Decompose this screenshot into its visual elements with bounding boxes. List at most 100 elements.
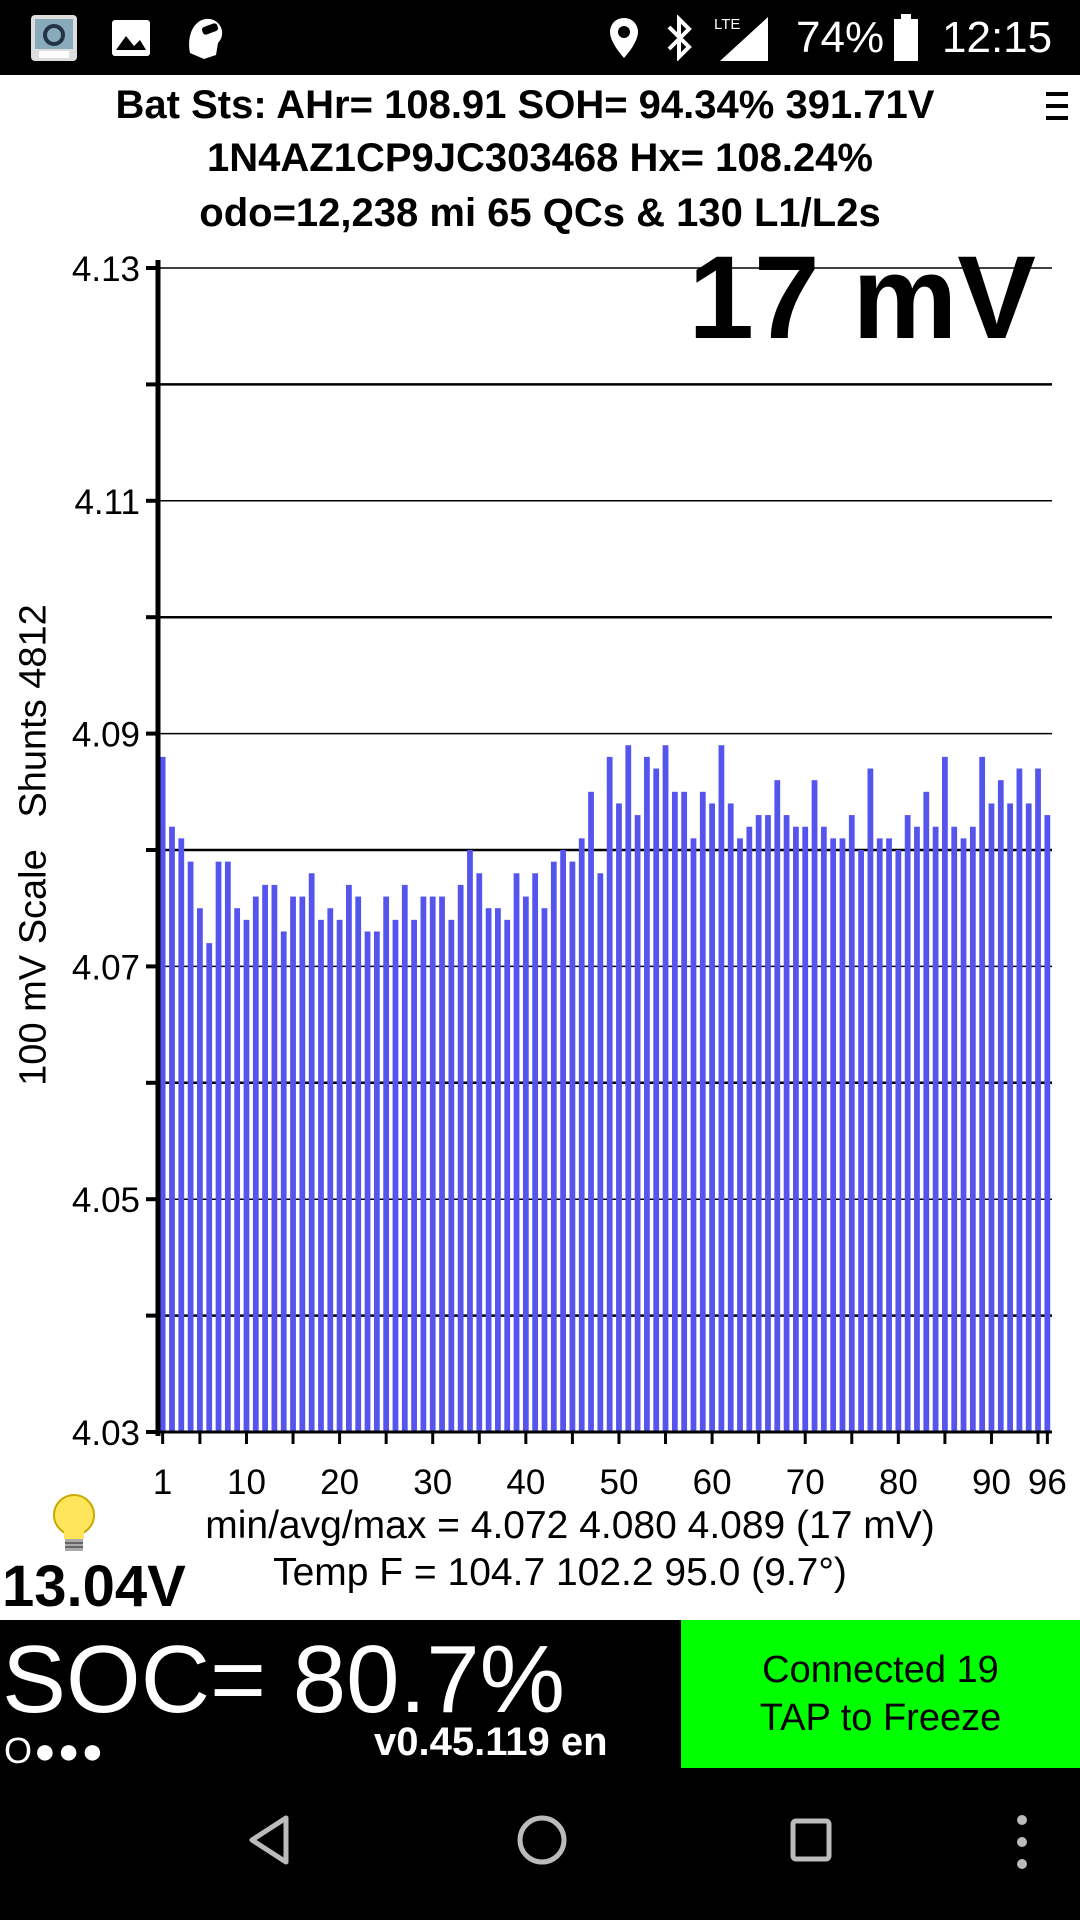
bar [252, 896, 259, 1432]
lightbulb-icon[interactable] [50, 1493, 98, 1562]
bar [839, 838, 846, 1432]
back-icon[interactable] [244, 1810, 294, 1875]
bar [429, 896, 436, 1432]
soc-panel: SOC= 80.7% O●●● v0.45.119 en Connected 1… [0, 1620, 1080, 1771]
bar [625, 745, 632, 1432]
bar [997, 780, 1004, 1432]
bar [774, 780, 781, 1432]
bar [411, 919, 417, 1432]
bar [271, 884, 278, 1432]
x-tick-label: 1 [153, 1463, 172, 1502]
menu-icon[interactable] [1046, 92, 1068, 128]
overflow-icon[interactable] [1010, 1810, 1034, 1885]
network-label: LTE [714, 16, 740, 33]
bar [197, 908, 203, 1432]
bar [522, 896, 529, 1432]
bar [290, 896, 296, 1432]
bar [932, 826, 939, 1432]
bar [178, 838, 185, 1432]
recents-icon[interactable] [786, 1810, 836, 1875]
bar [969, 826, 976, 1432]
bar [364, 931, 371, 1432]
y-tick-label: 4.03 [72, 1414, 140, 1453]
x-tick-label: 60 [693, 1463, 732, 1502]
bar [243, 919, 250, 1432]
bar [690, 838, 697, 1432]
bar [532, 873, 539, 1432]
bar [280, 931, 287, 1432]
x-tick-label: 70 [786, 1463, 825, 1502]
x-tick-label: 80 [879, 1463, 918, 1502]
bar [169, 826, 175, 1432]
bar [299, 896, 306, 1432]
bar [653, 768, 660, 1432]
temperature-stats: Temp F = 104.7 102.2 95.0 (9.7°) [273, 1551, 847, 1594]
bar [1007, 803, 1013, 1432]
bar [550, 861, 557, 1432]
bar [318, 919, 324, 1432]
aux-battery-voltage: 13.04V [2, 1554, 186, 1619]
bar [951, 826, 958, 1432]
lte-signal-icon: LTE [712, 10, 772, 65]
bar [187, 861, 194, 1432]
bar [448, 919, 455, 1432]
cell-voltage-chart[interactable]: 4.13 4.11 4.09 4.07 4.05 4.03 1 10 20 30 40 50 60 70 8… [0, 0, 1080, 1510]
bar [504, 919, 511, 1432]
bar [783, 815, 790, 1432]
bar [457, 884, 464, 1432]
connection-status: Connected 19 [762, 1649, 999, 1691]
bluetooth-icon [660, 10, 700, 65]
bar [262, 884, 268, 1432]
bar [346, 884, 352, 1432]
bar [560, 850, 566, 1432]
bar [616, 803, 622, 1432]
bar [988, 803, 995, 1432]
bar [541, 908, 548, 1432]
x-tick-label: 96 [1028, 1463, 1067, 1502]
y-tick-label: 4.13 [72, 250, 140, 289]
x-tick-label: 30 [413, 1463, 452, 1502]
bar [439, 896, 445, 1432]
bar [401, 884, 408, 1432]
bar [215, 861, 222, 1432]
bar [336, 919, 343, 1432]
battery-percent: 74% [796, 13, 885, 62]
bar [606, 756, 613, 1432]
vin-line: 1N4AZ1CP9JC303468 Hx= 108.24% [207, 136, 873, 180]
bar [746, 826, 753, 1432]
bar [569, 861, 576, 1432]
bar [942, 756, 948, 1432]
bar [1044, 815, 1051, 1432]
home-icon[interactable] [514, 1810, 570, 1875]
bar [1035, 768, 1041, 1432]
bar [662, 745, 669, 1432]
odometer-line: odo=12,238 mi 65 QCs & 130 L1/L2s [199, 191, 881, 235]
bar [960, 838, 967, 1432]
bar [588, 791, 594, 1432]
x-tick-label: 10 [227, 1463, 266, 1502]
navigation-bar [0, 1770, 1080, 1920]
voltage-spread-value: 17 mV [688, 232, 1036, 364]
leafspy-pro-icon [28, 10, 80, 65]
bar [755, 815, 762, 1432]
bar [373, 931, 380, 1432]
bar [1025, 803, 1032, 1432]
connect-freeze-button[interactable]: Connected 19 TAP to Freeze [681, 1620, 1080, 1768]
status-dots: O●●● [4, 1730, 106, 1771]
bar [159, 756, 166, 1432]
bar [886, 838, 892, 1432]
head-badge-icon [180, 10, 230, 65]
bar [1016, 768, 1023, 1432]
bar [811, 780, 818, 1432]
soc-value: SOC= 80.7% [2, 1626, 565, 1733]
bar [476, 873, 483, 1432]
bar [392, 919, 399, 1432]
bar [644, 756, 650, 1432]
bar [234, 908, 241, 1432]
bar [718, 745, 725, 1432]
bar [681, 791, 688, 1432]
bar [308, 873, 315, 1432]
gallery-icon [108, 10, 154, 65]
bar [327, 908, 334, 1432]
bar [765, 815, 771, 1432]
